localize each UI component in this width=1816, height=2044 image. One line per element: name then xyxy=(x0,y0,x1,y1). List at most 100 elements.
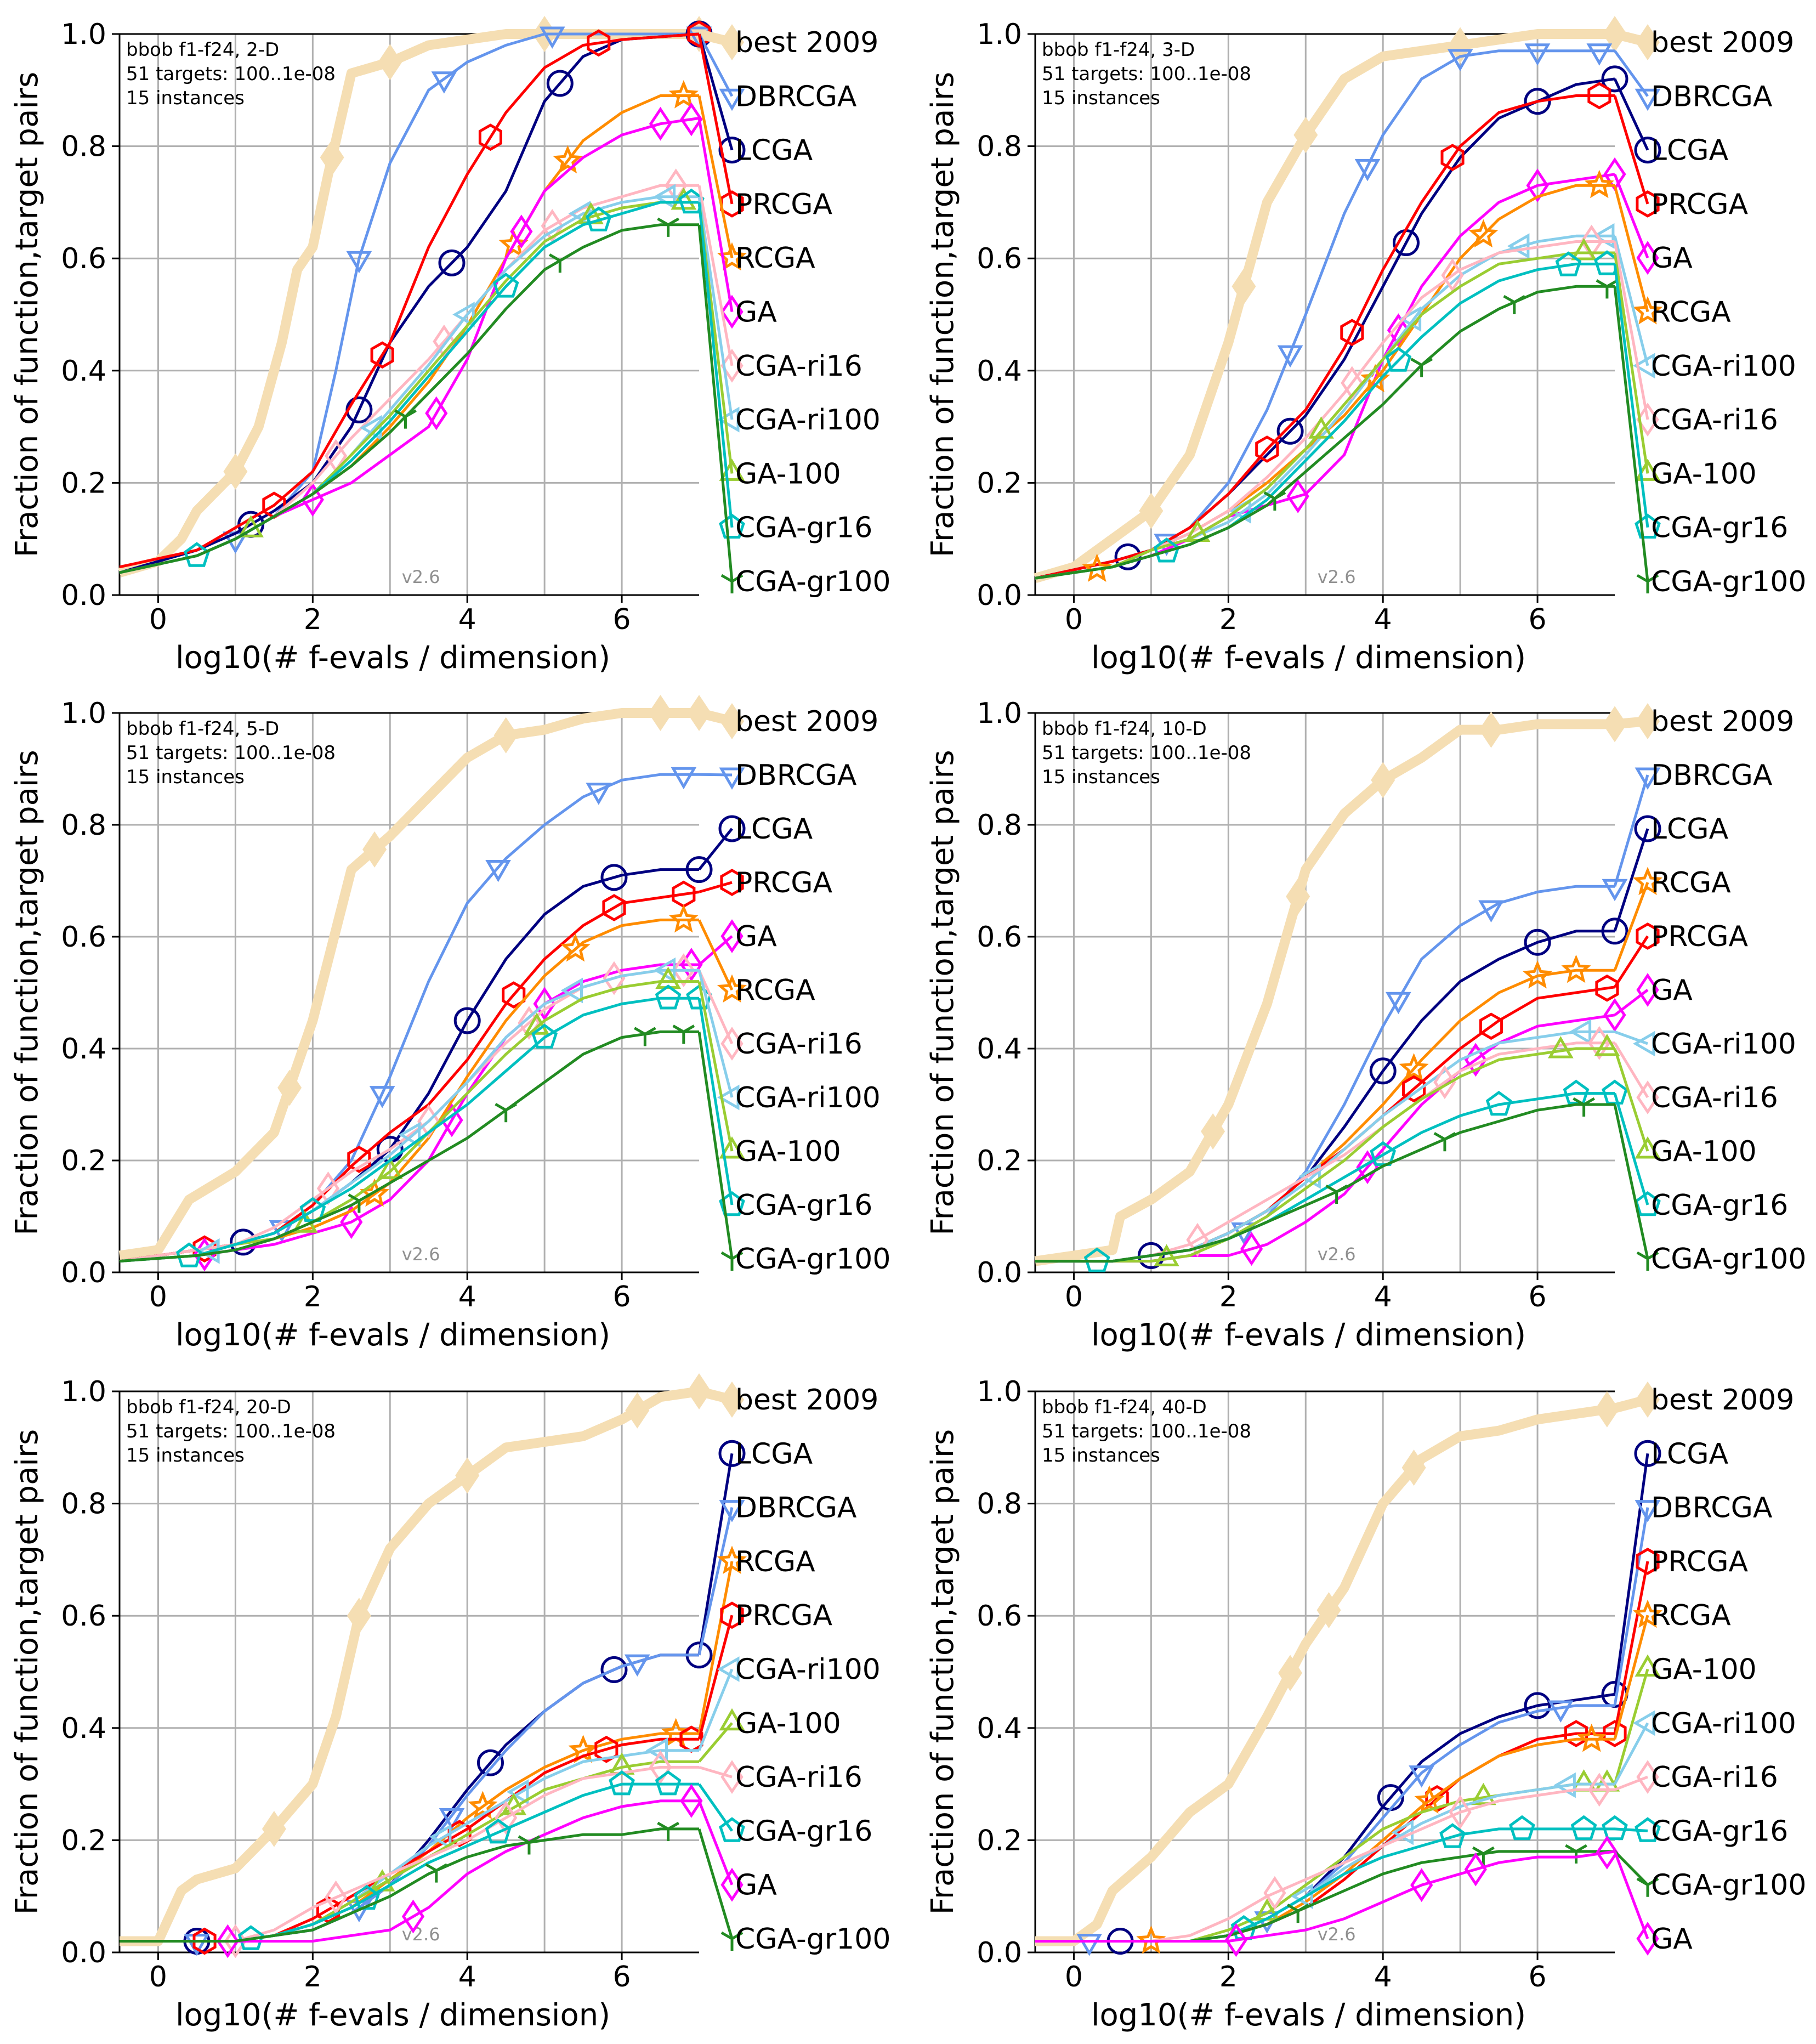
series-marker xyxy=(224,1924,247,1958)
series-cga-ri16 xyxy=(1035,1773,1615,1943)
series-line xyxy=(119,184,699,574)
x-tick-label: 2 xyxy=(1219,603,1238,636)
legend-marker xyxy=(720,1760,744,1794)
legend-connector xyxy=(1613,1507,1649,1706)
legend-marker xyxy=(1635,88,1661,111)
y-tick-label: 0.6 xyxy=(977,1600,1022,1633)
legend-label: CGA-ri100 xyxy=(735,1654,881,1686)
legend-connector xyxy=(1613,1453,1649,1695)
series-marker xyxy=(672,1024,695,1044)
series-prcga xyxy=(119,880,700,1263)
series-dbrcga xyxy=(1035,1700,1615,1956)
series-cga-gr100 xyxy=(1035,279,1619,580)
annotation-line: 51 targets: 100..1e-08 xyxy=(1042,63,1251,85)
series-marker xyxy=(1594,1391,1619,1428)
series-marker xyxy=(340,1205,363,1239)
legend-marker xyxy=(1636,973,1659,1007)
legend-connector xyxy=(1613,1092,1649,1205)
series-marker xyxy=(600,1656,628,1683)
legend-connector xyxy=(697,1668,734,1751)
legend-marker xyxy=(720,919,744,953)
legend-label: PRCGA xyxy=(1651,920,1749,953)
legend-label: CGA-gr16 xyxy=(1651,1815,1788,1848)
legend-marker xyxy=(719,1136,745,1159)
legend-connector xyxy=(1613,252,1649,474)
x-tick-label: 2 xyxy=(1219,1281,1238,1313)
y-tick-label: 0.2 xyxy=(61,467,106,500)
series-marker xyxy=(1385,347,1412,372)
series-marker xyxy=(655,984,682,1010)
series-prcga xyxy=(119,20,711,569)
legend-connector xyxy=(1613,935,1649,988)
series-marker xyxy=(1263,491,1286,511)
x-tick-label: 6 xyxy=(613,1281,631,1313)
series-line xyxy=(1035,94,1615,580)
series-ga-100 xyxy=(119,966,699,1263)
legend-label: CGA-ri16 xyxy=(735,350,862,383)
annotation-line: bbob f1-f24, 20-D xyxy=(126,1396,291,1418)
x-tick-label: 2 xyxy=(304,1281,322,1313)
legend-label: best 2009 xyxy=(735,26,878,59)
series-marker xyxy=(649,106,672,141)
series-prcga xyxy=(1035,82,1615,580)
series-marker xyxy=(648,694,673,732)
series-marker xyxy=(1603,1720,1627,1747)
legend-label: GA-100 xyxy=(1651,1654,1757,1686)
annotation-line: 51 targets: 100..1e-08 xyxy=(1042,1420,1251,1442)
series-marker xyxy=(1601,918,1628,945)
series-marker xyxy=(680,102,703,137)
legend-label: CGA-ri100 xyxy=(1651,350,1796,383)
series-marker xyxy=(370,341,394,369)
legend-marker xyxy=(1635,458,1661,481)
series-ga xyxy=(1035,1835,1619,1957)
legend-connector xyxy=(697,196,734,420)
series-marker xyxy=(455,1457,480,1494)
series-line xyxy=(1034,29,1615,583)
series-marker xyxy=(1293,117,1318,154)
series-marker xyxy=(546,70,574,97)
legend-label: CGA-gr16 xyxy=(1651,512,1788,545)
series-marker xyxy=(1399,306,1422,332)
annotation-line: 15 instances xyxy=(1042,87,1160,109)
series-marker xyxy=(1255,435,1279,463)
legend-label: best 2009 xyxy=(1651,26,1794,59)
series-line xyxy=(119,918,699,1263)
annotation-line: 51 targets: 100..1e-08 xyxy=(1042,742,1251,764)
annotation-line: bbob f1-f24, 5-D xyxy=(126,718,279,740)
series-cga-ri100 xyxy=(119,957,699,1264)
series-marker xyxy=(510,214,533,249)
legend-marker xyxy=(1634,815,1661,842)
series-ga xyxy=(119,948,703,1272)
series-marker xyxy=(560,933,591,962)
y-tick-label: 1.0 xyxy=(61,18,106,51)
series-cga-gr100 xyxy=(1035,1097,1615,1263)
series-marker xyxy=(1277,345,1303,368)
series-marker xyxy=(548,253,571,273)
y-tick-label: 0.0 xyxy=(61,1937,106,1969)
legend-connector xyxy=(1613,882,1649,971)
series-marker xyxy=(624,1654,650,1677)
series-marker xyxy=(301,483,324,517)
series-marker xyxy=(1409,1765,1435,1788)
y-tick-label: 0.0 xyxy=(977,1937,1022,1969)
legend-label: RCGA xyxy=(735,1545,815,1578)
legend-label: DBRCGA xyxy=(735,759,857,792)
series-marker xyxy=(1340,319,1364,347)
series-marker xyxy=(431,71,457,94)
legend-connector xyxy=(697,970,734,1045)
series-line xyxy=(120,1827,699,1943)
chart-panel-1: 0 2 4 6 0.0 0.2 0.4 0.6 0.8 1.0 log10(# f-evals / … xyxy=(9,15,890,676)
series-marker xyxy=(502,981,526,1009)
legend-marker xyxy=(720,574,744,593)
series-marker xyxy=(1524,88,1551,115)
legend-marker xyxy=(1632,296,1663,325)
legend-label: best 2009 xyxy=(735,1384,878,1417)
legend-label: GA-100 xyxy=(1651,457,1757,490)
series-marker xyxy=(1399,1053,1429,1082)
series-marker xyxy=(1547,1036,1574,1058)
series-marker xyxy=(587,29,611,57)
x-tick-label: 0 xyxy=(1065,1281,1083,1313)
series-marker xyxy=(518,1835,541,1855)
y-tick-label: 0.6 xyxy=(61,242,106,275)
series-marker xyxy=(539,26,565,49)
